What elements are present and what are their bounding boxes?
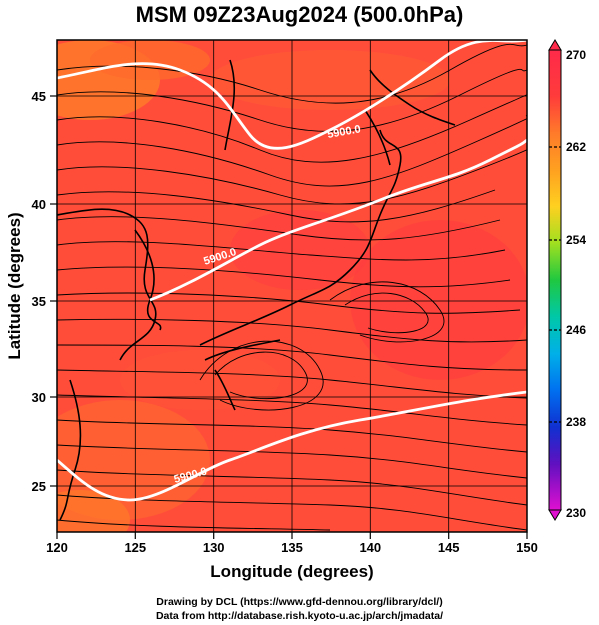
x-tick-label: 135 bbox=[281, 540, 303, 555]
y-tick-label: 45 bbox=[32, 89, 46, 104]
colorbar-tick-label: 230 bbox=[566, 506, 586, 520]
colorbar-tick-label: 262 bbox=[566, 140, 586, 154]
x-tick-label: 125 bbox=[124, 540, 146, 555]
colorbar: 270 262 254 246 238 230 bbox=[548, 39, 586, 521]
height-contours bbox=[57, 40, 527, 502]
x-tick-label: 140 bbox=[359, 540, 381, 555]
y-tick-label: 25 bbox=[32, 479, 46, 494]
colorbar-tick-label: 238 bbox=[566, 415, 586, 429]
graticule bbox=[57, 40, 527, 532]
contour-label: 5900.0 bbox=[326, 123, 361, 141]
y-tick-label: 35 bbox=[32, 294, 46, 309]
colorbar-tick-label: 270 bbox=[566, 48, 586, 62]
y-tick-label: 30 bbox=[32, 390, 46, 405]
footer-credit-data: Data from http://database.rish.kyoto-u.a… bbox=[155, 610, 444, 622]
colorbar-tick-label: 246 bbox=[566, 323, 586, 337]
coastlines bbox=[57, 59, 456, 521]
chart-title: MSM 09Z23Aug2024 (500.0hPa) bbox=[135, 2, 464, 27]
y-tick-label: 40 bbox=[32, 197, 46, 212]
x-tick-label: 150 bbox=[516, 540, 538, 555]
x-tick-labels: 120 125 130 135 140 145 150 bbox=[46, 540, 538, 555]
x-tick-label: 145 bbox=[438, 540, 460, 555]
x-tick-label: 120 bbox=[46, 540, 68, 555]
wind-streamlines bbox=[57, 43, 527, 531]
x-axis-label: Longitude (degrees) bbox=[210, 562, 373, 581]
x-tick-label: 130 bbox=[203, 540, 225, 555]
y-tick-labels: 25 30 35 40 45 bbox=[32, 89, 46, 494]
y-axis-label: Latitude (degrees) bbox=[5, 212, 24, 359]
footer-credit-drawing: Drawing by DCL (https://www.gfd-dennou.o… bbox=[156, 596, 443, 608]
colorbar-tick-label: 254 bbox=[566, 233, 586, 247]
